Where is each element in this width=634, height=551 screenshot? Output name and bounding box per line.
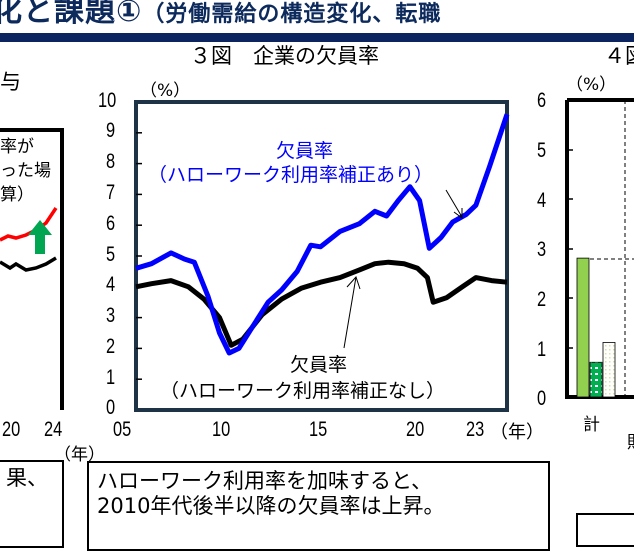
figure3-plot xyxy=(134,100,510,412)
y-tick-4: 4 xyxy=(106,273,116,296)
page-header-title: 化と課題①（労働需給の構造変化、転職 xyxy=(0,0,441,30)
y-tick-0: 0 xyxy=(106,396,116,419)
y-tick-6: 6 xyxy=(106,212,116,235)
figure4-x-label-fragment: 財 xyxy=(627,428,634,453)
label-unadjusted-line2: （ハローワーク利用率補正なし） xyxy=(160,380,446,402)
y-tick-10: 10 xyxy=(98,89,117,112)
figure4-bars xyxy=(576,257,616,398)
figure3-frame xyxy=(134,100,509,412)
left-black-line xyxy=(0,256,57,272)
label-unadjusted-line1: 欠員率 xyxy=(290,354,348,376)
f4-y-tick-1: 1 xyxy=(537,338,547,361)
left-x-unit: （年） xyxy=(54,445,105,465)
x-tick-15: 15 xyxy=(309,418,328,441)
label-adjusted-line2: （ハローワーク利用率補正あり） xyxy=(148,164,434,186)
f4-y-tick-0: 0 xyxy=(537,387,547,410)
f4-y-tick-6: 6 xyxy=(537,89,547,112)
f4-y-tick-2: 2 xyxy=(537,288,547,311)
left-legend-line-2: った場 xyxy=(0,161,51,181)
figure3-y-unit: （%） xyxy=(140,81,191,101)
adjusted-annotation-arrow xyxy=(445,189,463,218)
left-legend-line-1: 率が xyxy=(0,137,34,157)
left-note-text: 果、 xyxy=(6,466,48,490)
left-chart-frame xyxy=(0,128,64,410)
f4-y-tick-3: 3 xyxy=(537,238,547,261)
figure4-note-box xyxy=(576,513,634,547)
y-tick-3: 3 xyxy=(106,304,116,327)
left-chart-lines xyxy=(0,207,58,272)
left-x-tick-24: 24 xyxy=(44,418,63,441)
y-tick-1: 1 xyxy=(106,366,116,389)
line-adjusted xyxy=(135,113,510,356)
y-tick-2: 2 xyxy=(106,335,116,358)
figure4-y-unit: （%） xyxy=(566,75,617,95)
y-tick-5: 5 xyxy=(106,243,116,266)
x-tick-23: 23 xyxy=(466,418,485,441)
bar-2 xyxy=(589,361,603,398)
x-tick-10: 10 xyxy=(212,418,231,441)
up-arrow-icon xyxy=(28,220,52,254)
bar-1 xyxy=(576,257,590,398)
header-subtitle-text: （労働需給の構造変化、転職 xyxy=(142,2,442,27)
y-tick-9: 9 xyxy=(106,119,116,142)
y-tick-8: 8 xyxy=(106,150,116,173)
line-unadjusted xyxy=(135,259,508,348)
x-tick-20: 20 xyxy=(406,418,425,441)
f4-y-tick-4: 4 xyxy=(537,189,547,212)
figure4-title-fragment: ４図 xyxy=(604,44,634,68)
label-adjusted-line1: 欠員率 xyxy=(276,140,334,162)
figure3-x-unit: （年） xyxy=(490,422,544,443)
header-title-text: 化と課題① xyxy=(0,0,143,29)
f4-y-tick-5: 5 xyxy=(537,139,547,162)
figure3-title: ３図 企業の欠員率 xyxy=(190,44,379,68)
bar-3 xyxy=(602,342,616,398)
left-red-line xyxy=(0,207,58,242)
left-legend-line-3: 算） xyxy=(0,185,34,205)
arrowhead-icon xyxy=(453,208,463,219)
figure4-x-label: 計 xyxy=(583,415,600,435)
left-x-tick-20: 20 xyxy=(2,418,21,441)
header-rule xyxy=(0,33,634,42)
x-tick-05: 05 xyxy=(113,418,132,441)
note-line-1: ハローワーク利用率を加味すると、 xyxy=(97,469,433,493)
arrowhead-icon xyxy=(346,276,361,290)
y-tick-7: 7 xyxy=(106,181,116,204)
note-line-2: 2010年代後半以降の欠員率は上昇。 xyxy=(97,494,445,518)
unadjusted-annotation-arrow xyxy=(343,276,357,349)
left-figure-title-fragment: 与 xyxy=(0,70,21,94)
figure4-plot xyxy=(565,98,634,399)
